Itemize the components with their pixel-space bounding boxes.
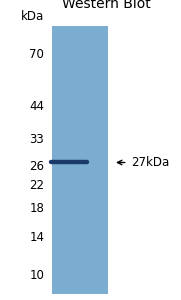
Text: 33: 33 <box>30 133 44 146</box>
Text: kDa: kDa <box>21 10 44 22</box>
Bar <box>52 26 108 294</box>
Text: Western Blot: Western Blot <box>62 0 151 11</box>
Text: 26: 26 <box>29 160 44 173</box>
Text: 10: 10 <box>30 269 44 282</box>
Text: 70: 70 <box>30 48 44 61</box>
Text: 14: 14 <box>29 231 44 244</box>
Text: 18: 18 <box>30 202 44 215</box>
Text: 27kDa: 27kDa <box>131 156 169 169</box>
Text: 44: 44 <box>29 100 44 113</box>
Text: 22: 22 <box>29 179 44 192</box>
